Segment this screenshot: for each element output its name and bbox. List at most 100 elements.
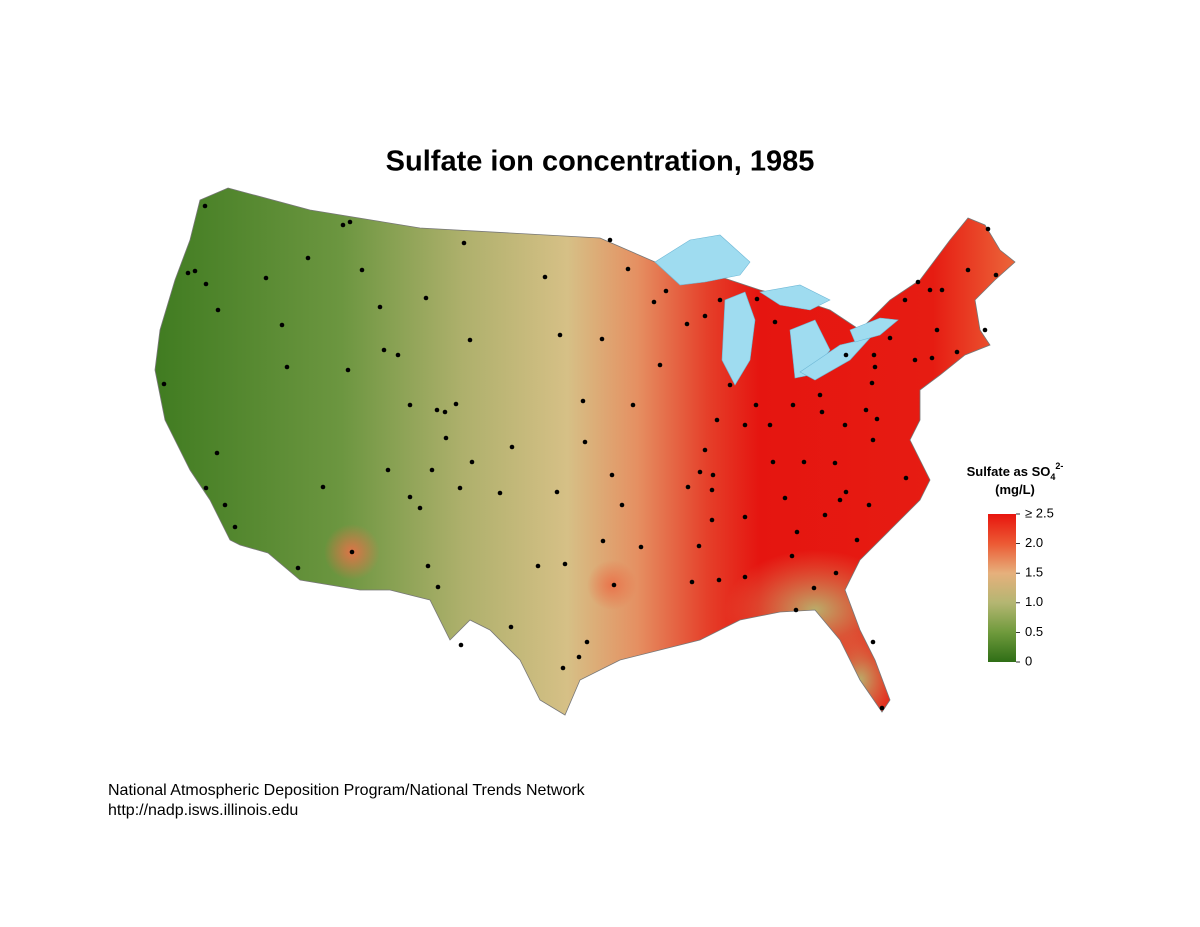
station-dot (469, 459, 475, 465)
station-dot (929, 355, 935, 361)
station-dot (461, 240, 467, 246)
station-dot (912, 357, 918, 363)
station-dot (782, 495, 788, 501)
station-dot (576, 654, 582, 660)
station-dot (657, 362, 663, 368)
station-dot (580, 398, 586, 404)
station-dot (607, 237, 613, 243)
station-dot (993, 272, 999, 278)
station-dot (347, 219, 353, 225)
station-dot (497, 490, 503, 496)
station-dot (457, 485, 463, 491)
footer-line: http://nadp.isws.illinois.edu (108, 802, 298, 819)
station-dot (609, 472, 615, 478)
station-dot (562, 561, 568, 567)
station-dot (619, 502, 625, 508)
station-dot (866, 502, 872, 508)
tick-label: 0 (1025, 653, 1032, 668)
station-dot (560, 665, 566, 671)
station-dot (717, 297, 723, 303)
station-dot (790, 402, 796, 408)
station-dot (833, 570, 839, 576)
station-dot (407, 402, 413, 408)
station-dot (279, 322, 285, 328)
station-dot (874, 416, 880, 422)
station-dot (542, 274, 548, 280)
station-dot (685, 484, 691, 490)
station-dot (305, 255, 311, 261)
station-dot (192, 268, 198, 274)
legend-title: Sulfate as SO42- (967, 461, 1064, 482)
station-dot (349, 549, 355, 555)
station-dot (716, 577, 722, 583)
station-dot (709, 487, 715, 493)
station-dot (435, 584, 441, 590)
station-dot (215, 307, 221, 313)
station-dot (638, 544, 644, 550)
station-dot (395, 352, 401, 358)
station-dot (789, 553, 795, 559)
station-dot (982, 327, 988, 333)
station-dot (557, 332, 563, 338)
station-dot (232, 524, 238, 530)
station-dot (754, 296, 760, 302)
station-dot (214, 450, 220, 456)
station-dot (377, 304, 383, 310)
legend-subscript: 4 (1050, 472, 1055, 482)
station-dot (902, 297, 908, 303)
legend-title-text: Sulfate as SO (967, 464, 1051, 479)
station-dot (819, 409, 825, 415)
station-dot (832, 460, 838, 466)
station-dot (696, 543, 702, 549)
station-dot (663, 288, 669, 294)
station-dot (702, 447, 708, 453)
station-dot (584, 639, 590, 645)
station-dot (843, 489, 849, 495)
station-dot (822, 512, 828, 518)
station-dot (709, 517, 715, 523)
station-dot (872, 364, 878, 370)
station-dot (697, 469, 703, 475)
station-dot (467, 337, 473, 343)
station-dot (423, 295, 429, 301)
station-dot (811, 585, 817, 591)
station-dot (915, 279, 921, 285)
station-dot (869, 380, 875, 386)
station-dot (770, 459, 776, 465)
station-dot (870, 437, 876, 443)
station-dot (554, 489, 560, 495)
station-dot (320, 484, 326, 490)
station-dot (407, 494, 413, 500)
station-dot (843, 352, 849, 358)
station-dot (359, 267, 365, 273)
tick-label: 1.0 (1025, 594, 1043, 609)
tick-label: 1.5 (1025, 565, 1043, 580)
station-dot (625, 266, 631, 272)
station-dot (879, 705, 885, 711)
us-map (155, 188, 1015, 715)
station-dot (582, 439, 588, 445)
station-dot (434, 407, 440, 413)
station-dot (742, 422, 748, 428)
great-lakes (654, 234, 899, 386)
station-dot (425, 563, 431, 569)
tick-label: 0.5 (1025, 624, 1043, 639)
station-dot (203, 485, 209, 491)
station-dot (295, 565, 301, 571)
tick-label: ≥ 2.5 (1025, 505, 1054, 520)
station-dot (887, 335, 893, 341)
station-dot (600, 538, 606, 544)
station-dot (954, 349, 960, 355)
station-dot (684, 321, 690, 327)
station-dot (985, 226, 991, 232)
legend-superscript: 2- (1055, 461, 1063, 471)
station-dot (965, 267, 971, 273)
station-dot (801, 459, 807, 465)
station-dot (345, 367, 351, 373)
station-dot (934, 327, 940, 333)
station-dot (222, 502, 228, 508)
station-dot (767, 422, 773, 428)
station-dot (385, 467, 391, 473)
station-dot (509, 444, 515, 450)
station-dot (794, 529, 800, 535)
